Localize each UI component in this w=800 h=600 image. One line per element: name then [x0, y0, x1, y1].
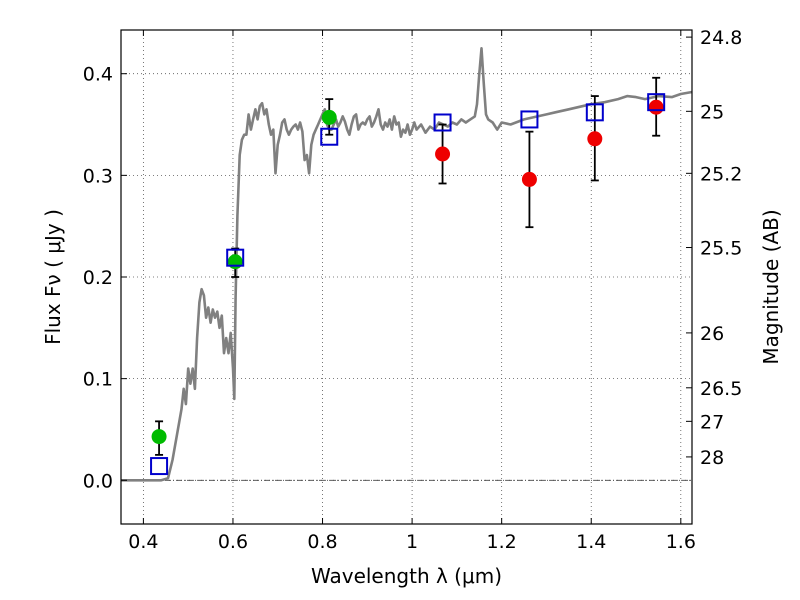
x-axis-label: Wavelength λ (μm)	[311, 564, 502, 588]
x-tick-label: 1.6	[666, 531, 696, 553]
data-point-circle	[648, 99, 664, 115]
data-point-circle	[321, 109, 337, 125]
model-spectrum-line	[121, 47, 693, 482]
axis-ticks: 0.4 0.6 0.8 1 1.2 1.4 1.6 0.0 0.1 0.2 0.3 0.4 24.8 25…	[83, 27, 743, 553]
y2-tick-label: 25.5	[700, 238, 742, 260]
data-point-circle	[227, 254, 243, 270]
data-point-square	[520, 110, 539, 129]
data-point-square	[647, 93, 666, 112]
data-point-square	[320, 127, 339, 146]
x-tick-label: 1.4	[576, 531, 606, 553]
y-tick-label: 0.3	[83, 165, 113, 187]
y2-tick-label: 26	[700, 323, 724, 345]
axes-frame	[120, 29, 693, 525]
data-point-circle	[587, 131, 603, 147]
y-axis-label: Flux Fν ( μJy )	[41, 209, 65, 345]
data-point-square	[150, 457, 169, 476]
grid-lines	[121, 30, 692, 524]
y-tick-label: 0.4	[83, 64, 113, 86]
x-tick-label: 0.4	[128, 531, 158, 553]
y2-tick-label: 28	[700, 447, 724, 469]
data-point-square	[433, 113, 452, 132]
y-tick-label: 0.1	[83, 369, 113, 391]
x-tick-label: 1.2	[487, 531, 517, 553]
x-tick-label: 0.8	[307, 531, 337, 553]
data-point-circle	[435, 146, 451, 162]
plot-area	[121, 47, 693, 482]
y2-tick-label: 25.2	[700, 163, 742, 185]
data-point-circle	[521, 171, 537, 187]
y-tick-label: 0.0	[83, 470, 113, 492]
y2-tick-label: 24.8	[700, 27, 742, 49]
y2-tick-label: 25	[700, 101, 724, 123]
data-point-circle	[151, 429, 167, 445]
data-point-square	[585, 103, 604, 122]
y2-axis-label: Magnitude (AB)	[759, 209, 783, 364]
y-tick-label: 0.2	[83, 267, 113, 289]
x-tick-label: 0.6	[218, 531, 248, 553]
y2-tick-label: 26.5	[700, 378, 742, 400]
y2-tick-label: 27	[700, 411, 724, 433]
data-point-square	[226, 248, 245, 267]
x-tick-label: 1	[406, 531, 418, 553]
